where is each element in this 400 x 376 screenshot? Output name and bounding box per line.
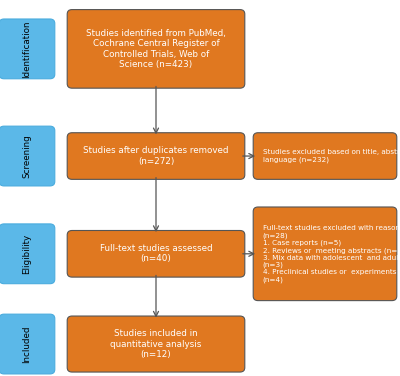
Text: Screening: Screening [22, 134, 32, 178]
FancyBboxPatch shape [0, 314, 55, 374]
FancyBboxPatch shape [67, 10, 245, 88]
FancyBboxPatch shape [253, 133, 397, 179]
FancyBboxPatch shape [67, 316, 245, 372]
FancyBboxPatch shape [67, 133, 245, 179]
FancyBboxPatch shape [0, 19, 55, 79]
Text: Studies after duplicates removed
(n=272): Studies after duplicates removed (n=272) [83, 146, 229, 166]
FancyBboxPatch shape [0, 224, 55, 284]
Text: Full-text studies assessed
(n=40): Full-text studies assessed (n=40) [100, 244, 212, 264]
FancyBboxPatch shape [253, 207, 397, 301]
Text: Full-text studies excluded with reasons
(n=28)
1. Case reports (n=5)
2. Reviews : Full-text studies excluded with reasons … [263, 225, 400, 282]
Text: Included: Included [22, 325, 32, 363]
Text: Eligibility: Eligibility [22, 234, 32, 274]
Text: Identification: Identification [22, 20, 32, 77]
FancyBboxPatch shape [0, 126, 55, 186]
Text: Studies identified from PubMed,
Cochrane Central Register of
Controlled Trials, : Studies identified from PubMed, Cochrane… [86, 29, 226, 69]
Text: Studies excluded based on title, abstract,
language (n=232): Studies excluded based on title, abstrac… [263, 149, 400, 163]
FancyBboxPatch shape [67, 230, 245, 277]
Text: Studies included in
quantitative analysis
(n=12): Studies included in quantitative analysi… [110, 329, 202, 359]
